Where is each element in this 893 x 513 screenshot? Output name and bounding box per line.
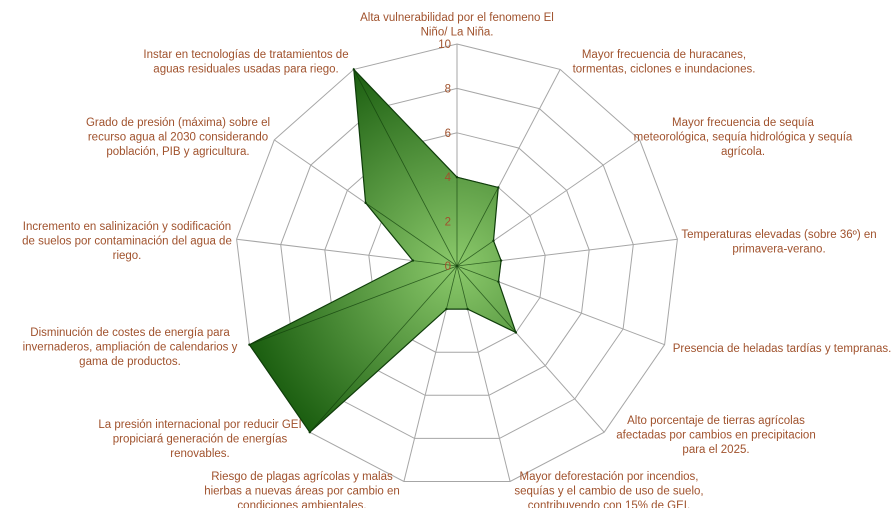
- category-label-line: gama de productos.: [79, 356, 181, 368]
- category-label-line: Presencia de heladas tardías y tempranas…: [673, 343, 892, 355]
- data-spoke: [456, 265, 499, 283]
- data-spoke: [412, 260, 458, 267]
- category-label-line: condiciones ambientales.: [237, 500, 366, 508]
- category-label-line: Instar en tecnologías de tratamientos de: [143, 49, 348, 61]
- category-label-line: Niño/ La Niña.: [421, 27, 494, 39]
- category-label-line: invernaderos, ampliación de calendarios …: [23, 342, 238, 354]
- category-label-line: Mayor frecuencia de huracanes,: [582, 49, 746, 61]
- category-label: Mayor deforestación por incendios, sequía…: [514, 471, 703, 508]
- tick-label: 8: [445, 83, 451, 95]
- category-label-line: Alto porcentaje de tierras agrícolas: [627, 415, 805, 427]
- category-label-line: meteorológica, sequía hidrológica y sequ…: [634, 132, 853, 144]
- data-spoke: [446, 265, 458, 310]
- category-label: La presión internacional por reducir GEI…: [98, 419, 301, 460]
- category-label: Instar en tecnologías de tratamientos de…: [143, 49, 348, 76]
- category-label: Presencia de heladas tardías y tempranas…: [673, 343, 892, 355]
- category-label-line: Riesgo de plagas agrícolas y malas: [211, 471, 393, 483]
- data-spoke: [456, 187, 499, 267]
- category-label: Disminución de costes de energía para inv…: [23, 327, 238, 368]
- data-spoke: [353, 69, 458, 267]
- category-label: Alto porcentaje de tierras agrícolas afec…: [616, 415, 815, 456]
- category-label-line: aguas residuales usadas para riego.: [153, 64, 338, 76]
- category-label-line: renovables.: [170, 448, 229, 460]
- category-label-line: Temperaturas elevadas (sobre 36º) en: [681, 229, 876, 241]
- data-point: [455, 176, 459, 179]
- category-label-line: agrícola.: [721, 146, 765, 158]
- data-point: [411, 259, 415, 262]
- category-label: Mayor frecuencia de sequía meteorológica,…: [634, 117, 853, 158]
- category-label: Temperaturas elevadas (sobre 36º) en prim…: [681, 229, 876, 256]
- category-label: Grado de presión (máxima) sobre el recurs…: [86, 117, 270, 158]
- data-spoke: [456, 240, 494, 267]
- category-label: Riesgo de plagas agrícolas y malas hierba…: [204, 471, 400, 508]
- category-label-line: primavera-verano.: [732, 244, 825, 256]
- category-label-line: Mayor frecuencia de sequía: [672, 117, 815, 129]
- category-label-line: Disminución de costes de energía para: [30, 327, 230, 339]
- category-label-line: La presión internacional por reducir GEI: [98, 419, 301, 431]
- data-point: [499, 259, 503, 262]
- category-label-line: sequías y el cambio de uso de suelo,: [514, 486, 703, 498]
- category-labels: Alta vulnerabilidad por el fenomeno El Ni…: [22, 12, 892, 512]
- tick-label: 0: [445, 261, 451, 273]
- grid-ring: [324, 132, 590, 396]
- data-point: [497, 280, 500, 283]
- data-point: [497, 186, 500, 189]
- category-label-line: hierbas a nuevas áreas por cambio en: [204, 486, 400, 498]
- category-label-line: riego.: [113, 250, 142, 262]
- category-label: Mayor frecuencia de huracanes, tormentas,…: [573, 49, 756, 76]
- data-point: [492, 239, 495, 242]
- tick-label: 10: [438, 39, 451, 51]
- category-label-line: recurso agua al 2030 considerando: [88, 132, 268, 144]
- grid-ring: [280, 87, 634, 439]
- data-point: [514, 331, 518, 334]
- data-spoke: [456, 265, 468, 310]
- category-label: Incremento en salinización y sodificació…: [22, 221, 232, 262]
- category-label-line: Alta vulnerabilidad por el fenomeno El: [360, 12, 554, 24]
- tick-label: 6: [445, 128, 451, 140]
- data-point: [364, 201, 367, 205]
- tick-label: 4: [445, 172, 452, 184]
- category-label-line: de suelos por contaminación del agua de: [22, 236, 232, 248]
- data-point: [248, 343, 251, 346]
- data-spoke: [309, 265, 458, 433]
- category-label-line: para el 2025.: [682, 444, 749, 456]
- data-spoke: [365, 202, 458, 267]
- category-label-line: contribuyendo con 15% de GEI.: [528, 500, 690, 508]
- category-label-line: afectadas por cambios en precipitacion: [616, 430, 815, 442]
- tick-label: 2: [445, 217, 451, 229]
- data-spoke: [249, 265, 458, 346]
- category-label-line: Incremento en salinización y sodificació…: [23, 221, 231, 233]
- radar-data-area: [248, 67, 518, 434]
- category-label-line: propiciará generación de energías: [113, 434, 288, 446]
- data-point: [352, 68, 355, 71]
- category-label-line: tormentas, ciclones e inundaciones.: [573, 64, 756, 76]
- data-spoke: [456, 265, 517, 333]
- data-point: [445, 307, 448, 311]
- category-label: Alta vulnerabilidad por el fenomeno El Ni…: [360, 12, 554, 39]
- category-label-line: población, PIB y agricultura.: [106, 146, 249, 158]
- data-point: [308, 431, 311, 434]
- data-area-polygon: [248, 67, 517, 434]
- data-spoke: [456, 260, 502, 267]
- data-point: [466, 307, 469, 311]
- category-label-line: Grado de presión (máxima) sobre el: [86, 117, 270, 129]
- grid-ring: [236, 43, 678, 482]
- category-label-line: Mayor deforestación por incendios,: [520, 471, 699, 483]
- radial-tick-labels: 0 2 4 6 8 10: [438, 39, 451, 273]
